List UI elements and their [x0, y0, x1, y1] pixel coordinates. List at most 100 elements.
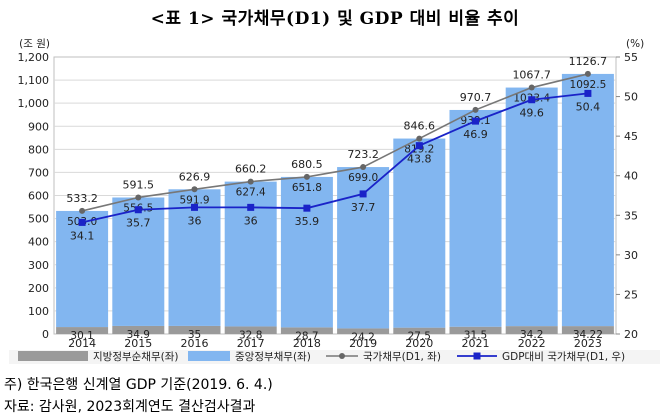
- left-tick-label: 300: [28, 259, 49, 272]
- right-tick-label: 45: [624, 130, 638, 143]
- legend-label-central: 중앙정부채무(좌): [235, 351, 311, 363]
- x-tick-label: 2018: [293, 337, 321, 350]
- left-tick-label: 600: [28, 190, 49, 203]
- left-tick-label: 400: [28, 236, 49, 249]
- bar-label-local: 28.7: [295, 330, 318, 342]
- label-total-debt: 533.2: [66, 192, 98, 205]
- x-tick-label: 2021: [462, 337, 490, 350]
- point-total-debt: [528, 84, 535, 91]
- legend-swatch-local: [18, 351, 88, 361]
- right-tick-label: 50: [624, 91, 638, 104]
- bar-local-debt: [337, 328, 390, 334]
- label-total-debt: 970.7: [460, 91, 492, 104]
- point-total-debt: [247, 178, 254, 185]
- bars: [56, 73, 614, 334]
- left-axis-unit: (조 원): [19, 38, 50, 50]
- left-tick-label: 0: [42, 328, 49, 341]
- bar-label-local: 35: [188, 329, 201, 341]
- point-total-debt: [135, 194, 142, 201]
- label-total-debt: 591.5: [123, 178, 155, 191]
- point-debt-ratio: [303, 204, 311, 212]
- point-total-debt: [472, 106, 479, 113]
- point-debt-ratio: [472, 117, 479, 125]
- bar-local-debt: [112, 325, 165, 334]
- legend-marker-ratio: [473, 352, 481, 360]
- bar-label-central: 699.0: [348, 172, 378, 184]
- right-axis: 20 25 30 35 40 45 50 55(%): [616, 38, 644, 341]
- legend-label-local: 지방정부순채무(좌): [93, 351, 178, 363]
- point-debt-ratio: [584, 89, 592, 97]
- x-tick-label: 2020: [405, 337, 433, 350]
- label-total-debt: 1126.7: [569, 55, 608, 68]
- left-axis: 0 100 200 300 400 500 600 700 800 900 1,000 1,100 1,…: [18, 38, 51, 341]
- bar-central-debt: [393, 138, 446, 328]
- label-debt-ratio: 35.9: [295, 215, 320, 228]
- point-debt-ratio: [134, 206, 142, 214]
- left-tick-label: 900: [28, 120, 49, 133]
- left-tick-label: 100: [28, 305, 49, 318]
- point-debt-ratio: [247, 203, 255, 211]
- bar-local-debt: [393, 327, 446, 334]
- left-tick-label: 1,000: [18, 97, 50, 110]
- point-debt-ratio: [359, 190, 367, 198]
- label-debt-ratio: 37.7: [351, 201, 376, 214]
- bar-label-local: 24.2: [351, 331, 374, 343]
- bar-label-central: 651.8: [292, 182, 322, 194]
- point-debt-ratio: [78, 218, 86, 226]
- label-debt-ratio: 50.4: [576, 100, 601, 113]
- left-tick-label: 700: [28, 166, 49, 179]
- point-total-debt: [303, 173, 310, 180]
- x-tick-label: 2022: [518, 337, 546, 350]
- label-debt-ratio: 34.1: [70, 229, 95, 242]
- bar-central-debt: [112, 197, 165, 326]
- bar-central-debt: [280, 176, 333, 328]
- bar-local-debt: [56, 327, 109, 334]
- bar-central-debt: [56, 210, 109, 328]
- source-note: 자료: 감사원, 2023회계연도 결산검사결과: [4, 399, 256, 415]
- point-total-debt: [360, 164, 367, 171]
- bar-label-local: 34.22: [573, 329, 603, 341]
- bar-central-debt: [168, 189, 221, 326]
- right-tick-label: 35: [624, 209, 638, 222]
- line-total-debt: [81, 73, 589, 212]
- legend-box: [9, 350, 660, 364]
- label-debt-ratio: 49.6: [519, 107, 544, 120]
- bar-central-debt: [224, 181, 277, 327]
- label-total-debt: 660.2: [235, 163, 267, 176]
- x-tick-label: 2019: [349, 337, 377, 350]
- label-total-debt: 626.9: [179, 170, 211, 183]
- label-debt-ratio: 36: [244, 214, 258, 227]
- bar-local-debt: [449, 326, 502, 334]
- bar-central-debt: [561, 73, 614, 327]
- label-debt-ratio: 36: [188, 214, 202, 227]
- right-tick-label: 55: [624, 51, 638, 64]
- left-tick-label: 1,100: [18, 74, 50, 87]
- bar-label-central: 591.9: [179, 194, 209, 206]
- legend-label-total: 국가채무(D1, 좌): [363, 351, 441, 363]
- point-total-debt: [416, 135, 423, 142]
- bar-label-local: 34.9: [127, 329, 150, 341]
- x-axis: 2014 2015 2016 2017 2018 2019 2020 2021 2022 2023: [68, 337, 602, 350]
- left-tick-label: 200: [28, 282, 49, 295]
- label-total-debt: 846.6: [404, 120, 436, 133]
- point-total-debt: [584, 70, 591, 77]
- left-tick-label: 500: [28, 213, 49, 226]
- x-tick-label: 2023: [574, 337, 602, 350]
- legend-swatch-central: [188, 351, 230, 361]
- legend-marker-total: [339, 353, 345, 359]
- x-tick-label: 2017: [237, 337, 265, 350]
- point-debt-ratio: [415, 142, 423, 150]
- footnote: 주) 한국은행 신계열 GDP 기준(2019. 6. 4.): [4, 377, 273, 393]
- bar-local-debt: [168, 325, 221, 334]
- right-axis-unit: (%): [626, 38, 644, 50]
- bar-label-local: 30.1: [70, 330, 93, 342]
- left-tick-label: 800: [28, 143, 49, 156]
- bar-local-debt: [505, 326, 558, 334]
- bar-local-debt: [224, 326, 277, 334]
- point-total-debt: [79, 207, 86, 214]
- label-debt-ratio: 35.7: [126, 217, 151, 230]
- bar-label-local: 34.2: [520, 329, 543, 341]
- label-total-debt: 723.2: [347, 148, 379, 161]
- bar-local-debt: [561, 326, 614, 334]
- chart: 0 100 200 300 400 500 600 700 800 900 1,000 1,100 1,…: [9, 38, 660, 364]
